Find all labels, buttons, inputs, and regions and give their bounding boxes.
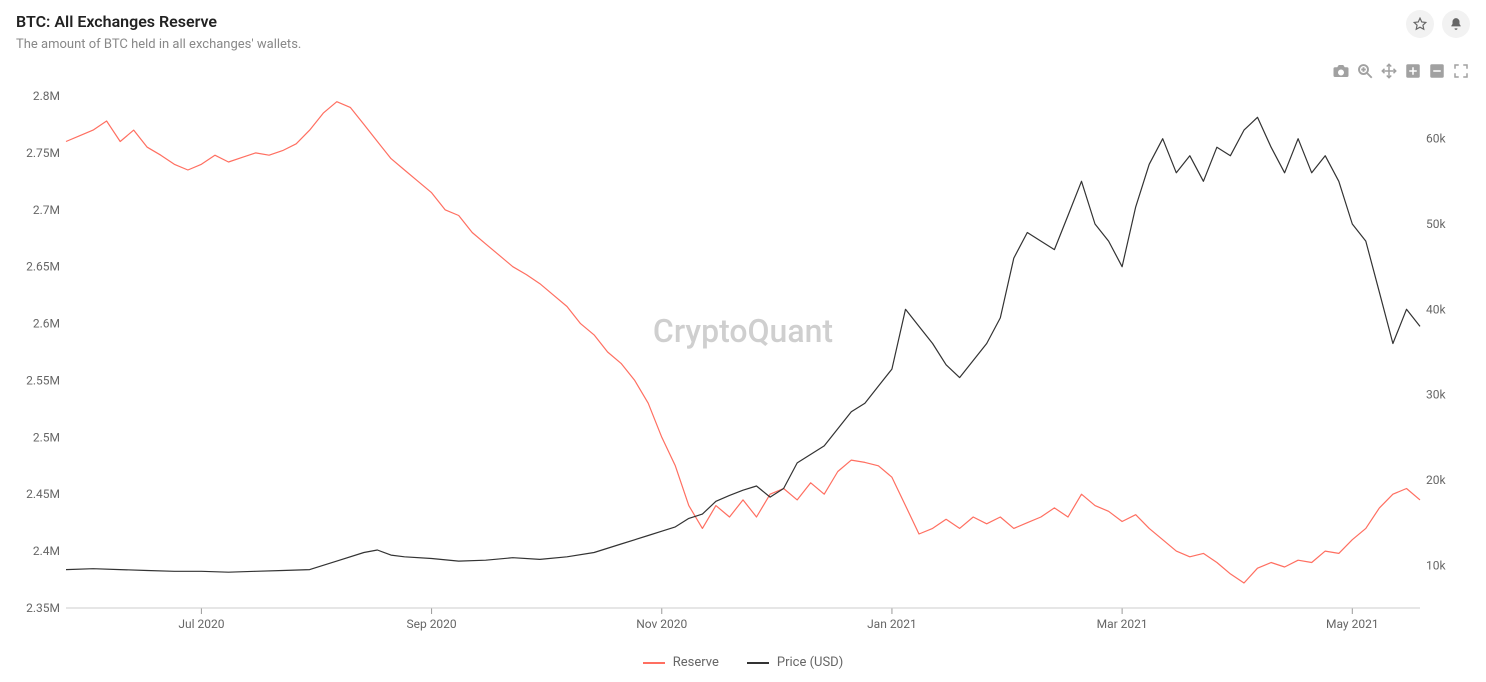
svg-text:60k: 60k xyxy=(1426,132,1446,146)
svg-text:2.4M: 2.4M xyxy=(33,544,60,558)
svg-text:2.5M: 2.5M xyxy=(33,430,60,444)
svg-text:Nov 2020: Nov 2020 xyxy=(636,617,687,631)
svg-text:2.75M: 2.75M xyxy=(26,146,60,160)
chart-title: BTC: All Exchanges Reserve xyxy=(16,12,1470,31)
chart-toolbar xyxy=(1332,62,1470,80)
toolbar-zoom-button[interactable] xyxy=(1356,62,1374,80)
svg-text:50k: 50k xyxy=(1426,217,1446,231)
svg-text:Jan 2021: Jan 2021 xyxy=(867,617,917,631)
svg-text:2.45M: 2.45M xyxy=(26,487,60,501)
svg-text:Mar 2021: Mar 2021 xyxy=(1097,617,1148,631)
svg-text:40k: 40k xyxy=(1426,302,1446,316)
svg-text:CryptoQuant: CryptoQuant xyxy=(653,312,833,350)
toolbar-fullscreen-button[interactable] xyxy=(1452,62,1470,80)
notify-button[interactable] xyxy=(1442,10,1470,38)
svg-text:30k: 30k xyxy=(1426,388,1446,402)
pan-icon xyxy=(1380,62,1398,80)
toolbar-zoom-out-button[interactable] xyxy=(1428,62,1446,80)
plus-box-icon xyxy=(1404,62,1422,80)
favorite-button[interactable] xyxy=(1406,10,1434,38)
svg-text:May 2021: May 2021 xyxy=(1326,617,1379,631)
chart-legend: Reserve Price (USD) xyxy=(0,655,1486,670)
legend-line-reserve xyxy=(643,662,665,664)
legend-item-reserve[interactable]: Reserve xyxy=(643,655,719,670)
svg-text:Jul 2020: Jul 2020 xyxy=(178,617,224,631)
chart-area[interactable]: 2.35M 2.4M 2.45M 2.5M 2.55M 2.6M 2.65M 2.7M 2.75… xyxy=(16,88,1470,638)
legend-item-price[interactable]: Price (USD) xyxy=(747,655,843,670)
svg-text:2.6M: 2.6M xyxy=(33,317,60,331)
svg-text:2.8M: 2.8M xyxy=(33,89,60,103)
bell-icon xyxy=(1449,17,1463,31)
star-icon xyxy=(1413,17,1427,31)
svg-text:10k: 10k xyxy=(1426,558,1446,572)
svg-text:20k: 20k xyxy=(1426,473,1446,487)
minus-box-icon xyxy=(1428,62,1446,80)
top-action-icons xyxy=(1406,10,1470,38)
svg-text:2.35M: 2.35M xyxy=(26,601,60,615)
camera-icon xyxy=(1332,62,1350,80)
svg-text:Sep 2020: Sep 2020 xyxy=(406,617,456,631)
toolbar-zoom-in-button[interactable] xyxy=(1404,62,1422,80)
chart-header: BTC: All Exchanges Reserve The amount of… xyxy=(16,12,1470,52)
chart-subtitle: The amount of BTC held in all exchanges'… xyxy=(16,37,1470,52)
legend-line-price xyxy=(747,662,769,664)
chart-svg: 2.35M 2.4M 2.45M 2.5M 2.55M 2.6M 2.65M 2.7M 2.75… xyxy=(16,88,1470,638)
toolbar-pan-button[interactable] xyxy=(1380,62,1398,80)
toolbar-camera-button[interactable] xyxy=(1332,62,1350,80)
legend-label-reserve: Reserve xyxy=(673,655,719,670)
zoom-icon xyxy=(1356,62,1374,80)
fullscreen-icon xyxy=(1452,62,1470,80)
legend-label-price: Price (USD) xyxy=(777,655,843,670)
svg-text:2.55M: 2.55M xyxy=(26,373,60,387)
svg-text:2.65M: 2.65M xyxy=(26,260,60,274)
svg-text:2.7M: 2.7M xyxy=(33,203,60,217)
